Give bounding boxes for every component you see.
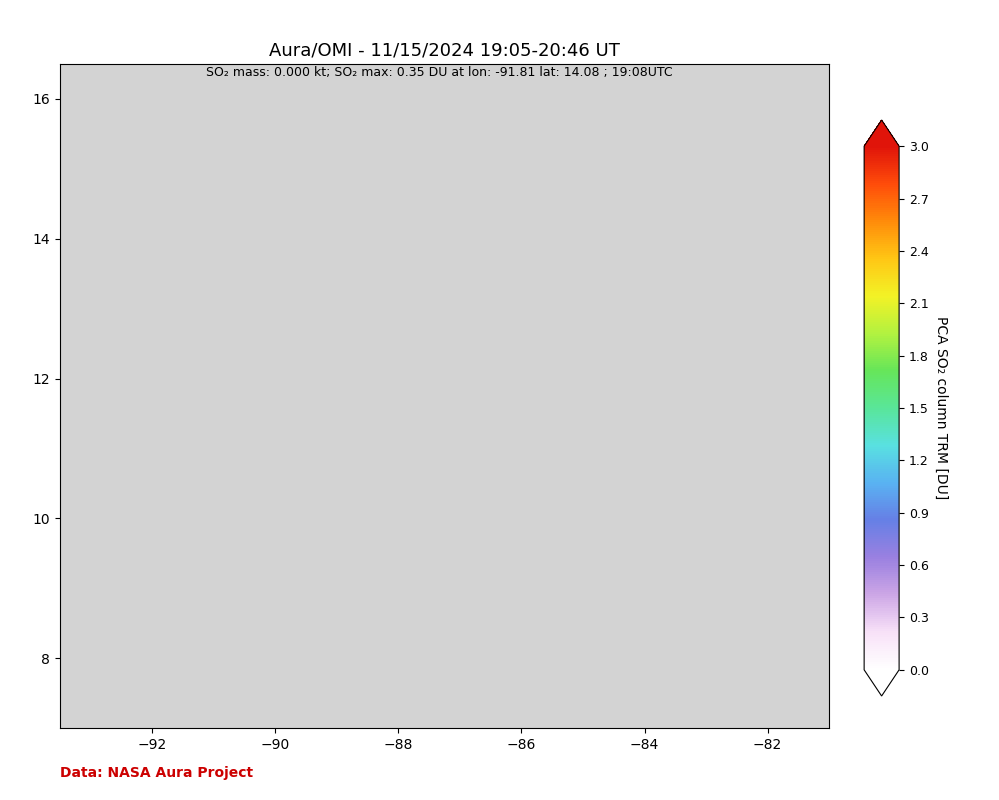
Text: SO₂ mass: 0.000 kt; SO₂ max: 0.35 DU at lon: -91.81 lat: 14.08 ; 19:08UTC: SO₂ mass: 0.000 kt; SO₂ max: 0.35 DU at …: [206, 66, 673, 79]
Title: Aura/OMI - 11/15/2024 19:05-20:46 UT: Aura/OMI - 11/15/2024 19:05-20:46 UT: [269, 42, 620, 60]
Y-axis label: PCA SO₂ column TRM [DU]: PCA SO₂ column TRM [DU]: [934, 316, 948, 500]
PathPatch shape: [864, 120, 899, 146]
PathPatch shape: [864, 670, 899, 696]
Text: Data: NASA Aura Project: Data: NASA Aura Project: [60, 766, 253, 780]
